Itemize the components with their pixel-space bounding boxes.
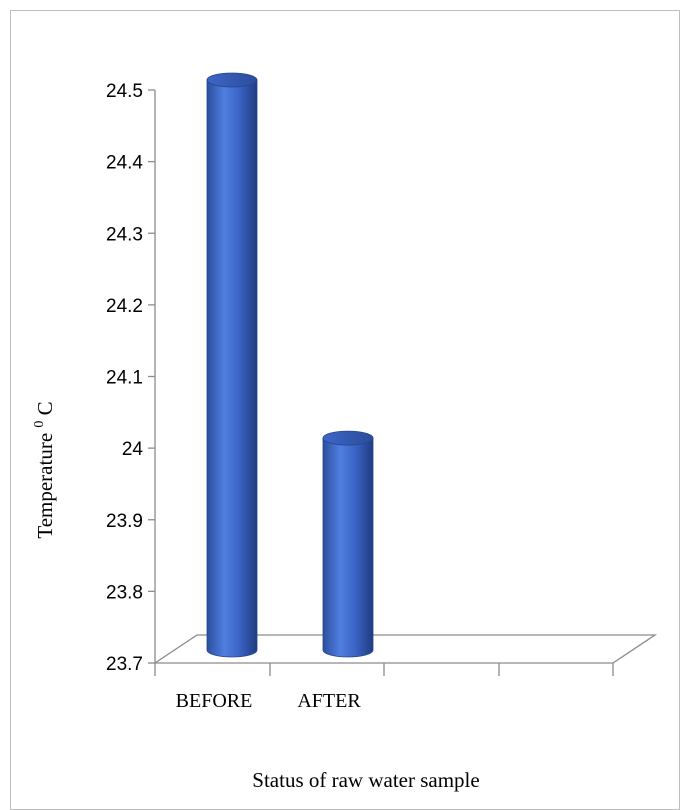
y-tick-label: 24.4 (106, 153, 143, 174)
y-tick-label: 24.1 (106, 368, 143, 389)
bar-top (322, 430, 374, 446)
y-axis-title-sup: 0 (32, 421, 47, 428)
bar-body (322, 437, 374, 658)
y-tick-label: 23.9 (106, 511, 143, 532)
y-tick-label: 24.2 (106, 296, 143, 317)
floor-plane (152, 634, 658, 664)
bars (206, 72, 374, 658)
y-tick-label: 23.7 (106, 654, 143, 675)
y-tick-label: 23.8 (106, 582, 143, 603)
y-tick-label: 24.3 (106, 224, 143, 245)
y-tick-label: 24 (122, 439, 144, 460)
x-category-label: AFTER (297, 690, 361, 712)
bar-before (206, 72, 258, 658)
x-axis-title: Status of raw water sample (252, 768, 479, 792)
bar-body (206, 79, 258, 658)
y-axis-title: Temperature 0 C (24, 401, 57, 538)
y-tick-label: 24.5 (106, 81, 143, 102)
chart-frame (10, 10, 680, 810)
y-axis-ticks: 24.5 24.4 24.3 24.2 24.1 24 23.9 23.8 23.7 (106, 81, 155, 675)
y-axis-title-text: Temperature (33, 433, 57, 539)
x-category-label: BEFORE (176, 690, 253, 712)
bar-after (322, 430, 374, 658)
y-axis-title-unit: C (33, 401, 57, 415)
bar-top (206, 72, 258, 88)
x-axis-categories: BEFORE AFTER (176, 690, 362, 712)
